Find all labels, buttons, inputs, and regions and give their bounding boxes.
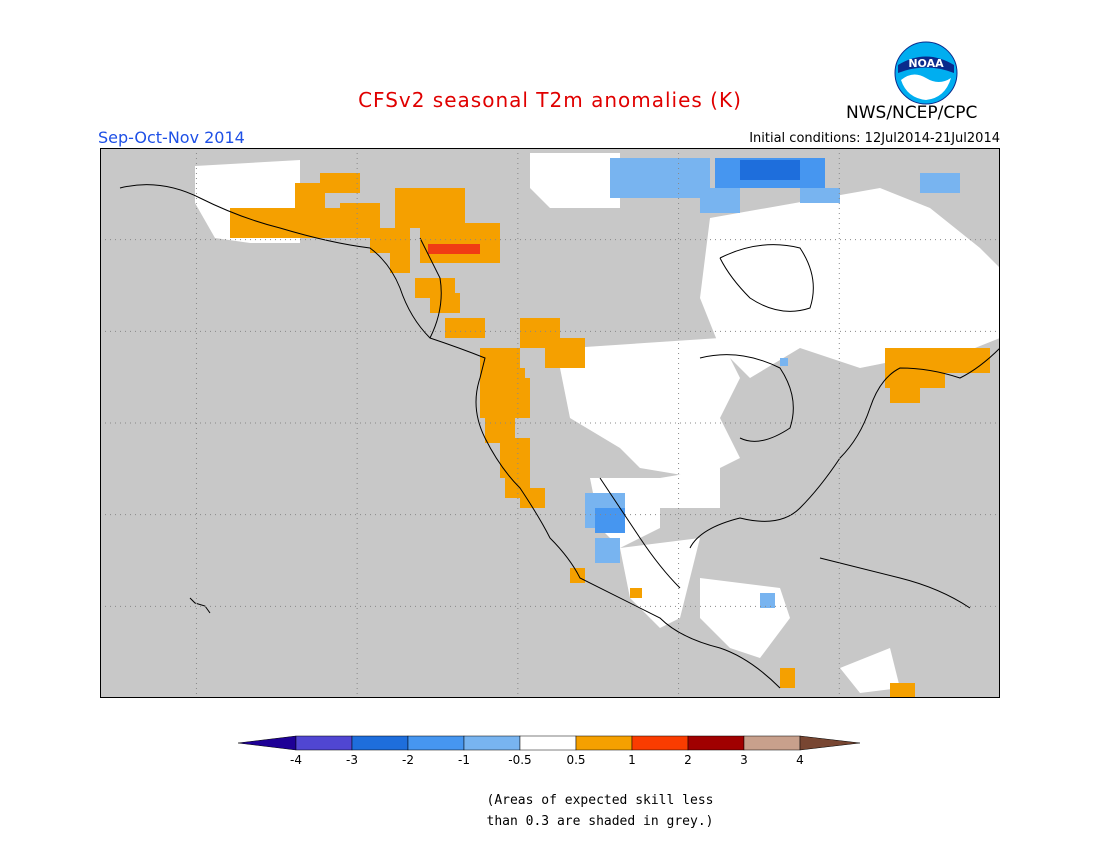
- noaa-logo: NOAA: [894, 41, 958, 105]
- colorbar-swatch: [463, 735, 521, 751]
- colorbar-arrow-left: [238, 735, 297, 751]
- map-frame: [100, 148, 1000, 698]
- colorbar-label: -4: [290, 753, 302, 767]
- colorbar-label: -2: [402, 753, 414, 767]
- season-label: Sep-Oct-Nov 2014: [98, 128, 245, 147]
- colorbar-swatch: [351, 735, 409, 751]
- chart-title: CFSv2 seasonal T2m anomalies (K): [358, 88, 742, 112]
- colorbar-swatch: [407, 735, 465, 751]
- colorbar-label: -0.5: [508, 753, 531, 767]
- colorbar-arrow-right: [799, 735, 861, 751]
- colorbar-swatch: [687, 735, 745, 751]
- colorbar-swatch: [631, 735, 689, 751]
- colorbar-swatch: [519, 735, 577, 751]
- anomaly-map: 70N60N50N40N30N20N10N 160W140W120W100W80…: [100, 148, 1000, 698]
- svg-text:NOAA: NOAA: [908, 57, 944, 70]
- colorbar-label: 1: [628, 753, 636, 767]
- colorbar-label: 2: [684, 753, 692, 767]
- agency-label: NWS/NCEP/CPC: [846, 103, 978, 123]
- colorbar-label: 4: [796, 753, 804, 767]
- colorbar-label: 3: [740, 753, 748, 767]
- skill-note: (Areas of expected skill less than 0.3 a…: [0, 790, 1100, 832]
- colorbar-label: 0.5: [566, 753, 585, 767]
- coastlines: [119, 184, 1000, 689]
- colorbar-label: -3: [346, 753, 358, 767]
- colorbar-labels: -4 -3 -2 -1 -0.5 0.5 1 2 3 4: [290, 753, 804, 767]
- colorbar-label: -1: [458, 753, 470, 767]
- colorbar-swatch: [295, 735, 353, 751]
- colorbar: -4 -3 -2 -1 -0.5 0.5 1 2 3 4: [238, 735, 861, 767]
- colorbar-swatches: [238, 735, 861, 751]
- initial-conditions: Initial conditions: 12Jul2014-21Jul2014: [749, 131, 1000, 146]
- colorbar-swatch: [743, 735, 801, 751]
- skill-note-line1: (Areas of expected skill less: [486, 793, 714, 808]
- colorbar-swatch: [575, 735, 633, 751]
- skill-note-line2: than 0.3 are shaded in grey.): [486, 814, 714, 829]
- lat-lon-gridlines: [100, 148, 1000, 698]
